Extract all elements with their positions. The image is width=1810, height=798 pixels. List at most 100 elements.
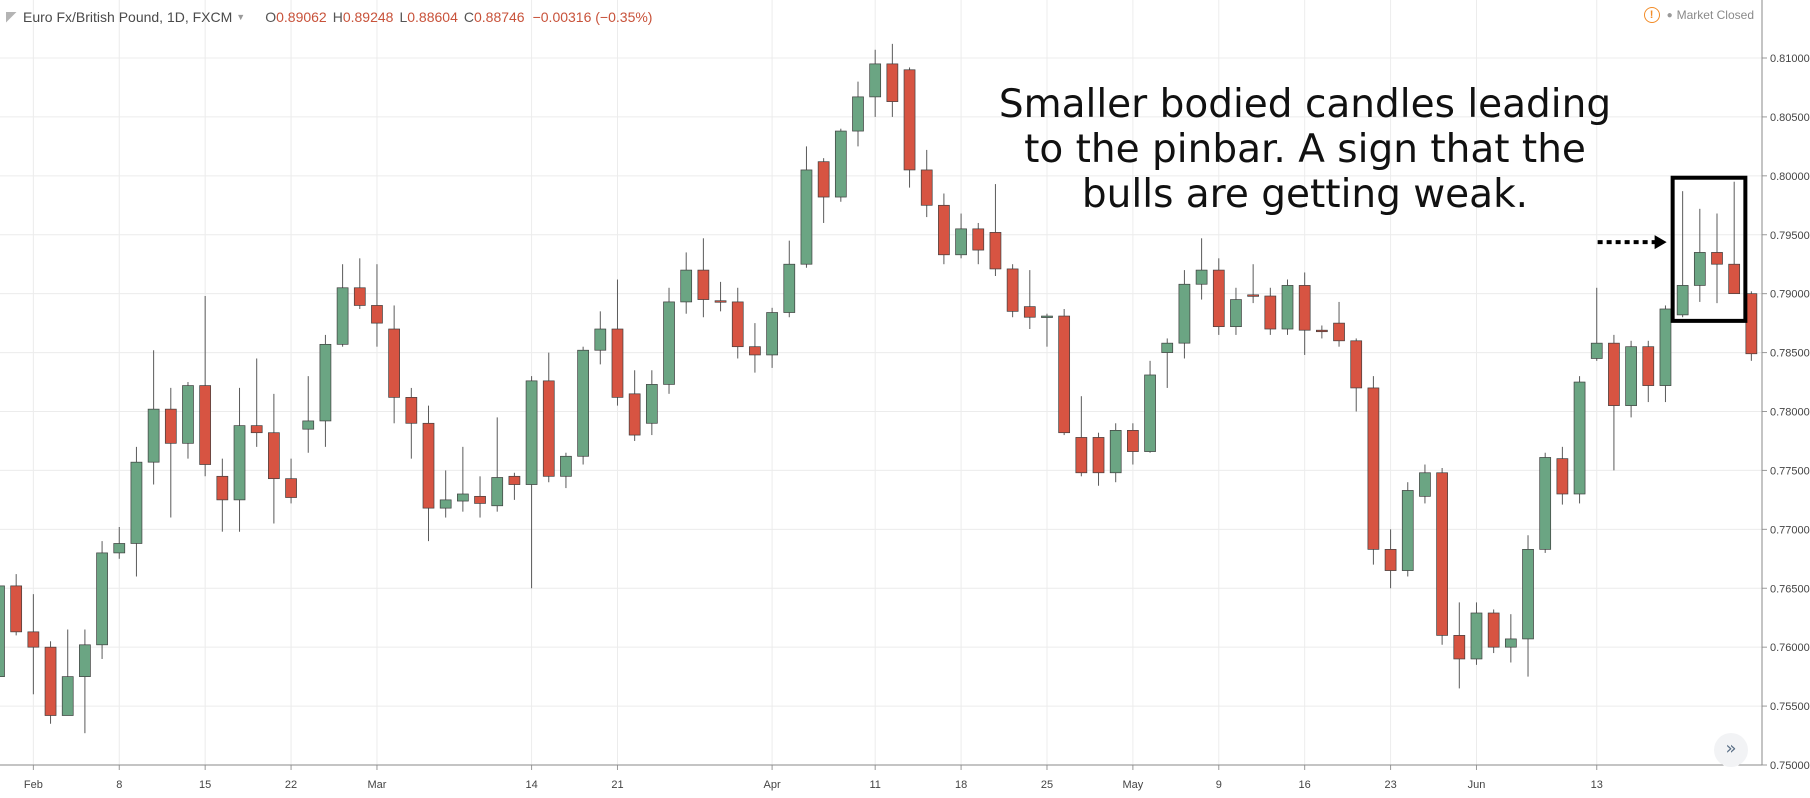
candle-body-down [508, 475, 521, 485]
candle-body-up [457, 493, 469, 502]
candle-body-down [731, 301, 744, 348]
status-dot-icon: ● [1666, 9, 1673, 21]
scroll-to-realtime-button[interactable]: » [1714, 733, 1748, 767]
candle-body-down [542, 380, 555, 477]
candle-body-down [817, 161, 830, 198]
candle-body-down [474, 495, 486, 504]
y-tick-label: 0.77500 [1770, 465, 1810, 477]
low-label: L [399, 9, 408, 25]
candle-body-down [1333, 322, 1345, 342]
candle-body-up [1659, 308, 1672, 386]
candle-body-up [1281, 285, 1294, 330]
candle-body-down [1367, 387, 1380, 550]
candle-body-down [938, 204, 950, 256]
candle-body-down [903, 69, 916, 171]
y-tick-label: 0.80000 [1770, 171, 1810, 183]
candle-body-up [336, 287, 349, 345]
candle-body-up [1522, 549, 1534, 640]
candle-layer [0, 43, 1758, 734]
candle-body-down [1298, 285, 1311, 331]
candle-body-down [714, 300, 727, 303]
candle-body-down [1264, 295, 1277, 330]
symbol-header: Euro Fx/British Pound, 1D, FXCM ▼ O 0.890… [6, 5, 652, 29]
candle-body-down [1642, 346, 1655, 386]
candle-body-up [147, 408, 160, 463]
candle-body-down [1075, 437, 1088, 474]
candle-body-down [1711, 252, 1723, 265]
candle-body-up [783, 263, 796, 313]
candle-body-up [1419, 472, 1431, 497]
candle-body-up [1109, 430, 1122, 474]
candle-body-up [577, 349, 589, 457]
candle-body-down [1212, 269, 1225, 328]
candle-body-down [1247, 294, 1259, 297]
candle-body-up [1504, 638, 1517, 648]
candle-body-up [560, 455, 572, 477]
candle-body-up [1590, 342, 1603, 359]
candle-body-down [199, 385, 212, 465]
candle-body-down [285, 478, 297, 498]
x-tick-label: 9 [1216, 779, 1222, 791]
candle-body-up [955, 228, 967, 256]
candle-body-up [1041, 315, 1053, 318]
warning-icon[interactable]: ! [1643, 7, 1660, 23]
x-tick-label: Feb [24, 779, 43, 791]
chevron-down-icon[interactable]: ▼ [236, 12, 246, 22]
symbol-collapse-icon[interactable] [6, 11, 17, 23]
candle-body-down [371, 305, 383, 324]
candle-body-up [1539, 457, 1552, 550]
y-tick-label: 0.75500 [1770, 701, 1810, 713]
y-tick-label: 0.76500 [1770, 583, 1810, 595]
y-tick-label: 0.79500 [1770, 230, 1810, 242]
candle-body-down [10, 585, 23, 633]
candle-body-down [1316, 329, 1328, 333]
candle-body-down [749, 346, 761, 356]
candle-body-up [1470, 612, 1483, 660]
symbol-title[interactable]: Euro Fx/British Pound, 1D, FXCM [23, 9, 233, 25]
x-tick-label: Jun [1468, 779, 1486, 791]
close-label: C [463, 9, 474, 25]
candle-body-down [405, 397, 418, 424]
y-tick-label: 0.81000 [1770, 53, 1810, 65]
candle-body-up [1178, 283, 1191, 344]
x-tick-label: 14 [525, 779, 537, 791]
candle-body-down [989, 232, 1002, 270]
y-tick-label: 0.78000 [1770, 407, 1810, 419]
candle-body-down [27, 631, 40, 648]
candle-body-down [1023, 306, 1036, 318]
candle-body-down [1058, 315, 1071, 434]
candle-body-down [886, 63, 899, 102]
candle-body-down [44, 646, 57, 716]
x-tick-label: 15 [199, 779, 211, 791]
candle-body-down [1487, 612, 1500, 648]
x-tick-label: Mar [367, 779, 386, 791]
candle-body-up [130, 461, 143, 544]
overlay-layer [1597, 175, 1748, 323]
candle-body-up [1230, 299, 1242, 328]
open-value: 0.89062 [276, 9, 327, 25]
x-tick-label: 16 [1299, 779, 1311, 791]
candle-body-up [302, 420, 315, 430]
market-status: ! ● Market Closed [1643, 7, 1754, 23]
candle-body-up [525, 380, 538, 485]
candle-body-down [1453, 635, 1466, 660]
candle-body-up [645, 384, 658, 424]
candle-body-down [388, 328, 400, 398]
x-tick-label: 18 [955, 779, 967, 791]
candle-body-down [353, 287, 366, 306]
x-tick-label: 8 [116, 779, 122, 791]
candle-body-up [766, 312, 778, 356]
candle-body-down [1127, 430, 1139, 452]
open-label: O [265, 9, 277, 25]
candle-body-up [0, 585, 5, 677]
y-tick-label: 0.78500 [1770, 348, 1810, 360]
candle-body-down [1728, 263, 1741, 295]
x-tick-label: Apr [764, 779, 781, 791]
candle-body-up [869, 63, 882, 98]
change-value: −0.00316 (−0.35%) [532, 9, 653, 25]
double-chevron-right-icon: » [1725, 738, 1737, 759]
x-tick-label: 22 [285, 779, 297, 791]
candle-body-up [439, 499, 452, 509]
